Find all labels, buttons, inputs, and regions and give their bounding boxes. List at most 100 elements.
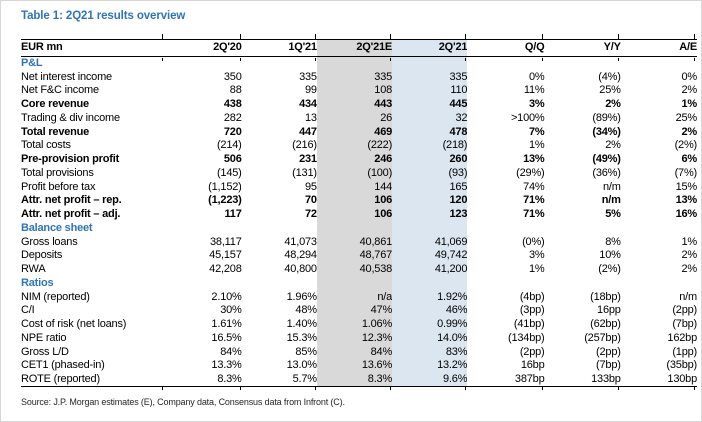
cell-value: 15.3%: [286, 331, 317, 344]
cell-value: (2pp): [672, 304, 697, 317]
cell-value: 72: [305, 208, 317, 221]
cell-value: 41,069: [392, 235, 468, 250]
table-row-net-f-c-income: Net F&C income 88 99 108 110 11% 25% 2%: [21, 84, 697, 98]
row-label: Total costs: [21, 139, 71, 152]
column-boundary-tick: [694, 57, 695, 61]
cell-value: (3pp): [519, 304, 545, 317]
results-table-container: EUR mn 2Q'20 1Q'21 2Q'21E 2Q'21 Q/Q Y/Y A/E P&L…: [21, 34, 698, 390]
column-header-y-y: Y/Y: [544, 39, 621, 57]
cell-value: (222): [316, 139, 393, 153]
column-boundary-tick: [694, 34, 695, 39]
column-boundary-tick: [315, 387, 316, 390]
column-boundary-tick: [162, 34, 163, 39]
table-row-net-interest-income: Net interest income 350 335 335 335 0% (4%) 0%: [21, 70, 697, 85]
cell-value: 84%: [316, 345, 393, 360]
cell-value: (62bp): [590, 318, 621, 331]
empty-cell: [163, 222, 241, 236]
cell-value: 3%: [529, 249, 545, 262]
cell-value: 71%: [523, 208, 545, 221]
cell-value: (18bp): [590, 290, 621, 303]
row-label: Gross L/D: [21, 345, 69, 358]
cell-value: 387bp: [467, 372, 545, 388]
section-label: P&L: [21, 57, 43, 69]
cell-value: (29%): [516, 166, 545, 179]
column-boundary-tick: [542, 57, 543, 61]
cell-value: (4%): [598, 70, 621, 83]
column-header-1q-21: 1Q'21: [241, 39, 317, 57]
cell-value: 88: [229, 84, 242, 97]
table-row-total-revenue: Total revenue 720 447 469 478 7% (34%) 2%: [21, 125, 697, 140]
row-label: C/I: [21, 304, 35, 317]
row-label: RWA: [21, 263, 46, 276]
empty-cell: [545, 57, 621, 71]
cell-value: 16bp: [520, 359, 545, 372]
cell-value: 1%: [529, 263, 545, 276]
row-label: Deposits: [21, 249, 63, 262]
row-label: Total provisions: [21, 166, 94, 179]
empty-cell: [467, 277, 544, 291]
cell-value: 438: [223, 98, 242, 111]
cell-value: 48,294: [284, 249, 317, 262]
cell-value: 1.06%: [316, 317, 393, 332]
cell-value: 8.3%: [163, 372, 242, 388]
column-boundary-tick: [240, 57, 241, 61]
cell-value: 133bp: [544, 372, 621, 388]
cell-value: 282: [223, 111, 242, 124]
cell-value: 447: [299, 125, 317, 138]
column-boundary-tick: [465, 34, 466, 39]
cell-value: n/m: [601, 194, 621, 207]
cell-value: 335: [299, 70, 317, 83]
cell-value: 2%: [605, 139, 621, 152]
cell-value: (7bp): [596, 359, 621, 372]
cell-value: 13: [305, 111, 317, 124]
cell-value: 108: [316, 84, 393, 98]
section-label: Balance sheet: [21, 221, 93, 234]
cell-value: 25%: [675, 111, 697, 124]
column-boundary-tick: [465, 387, 466, 390]
cell-value: (93): [392, 166, 468, 181]
empty-cell: [392, 221, 468, 236]
empty-cell: [621, 57, 697, 71]
empty-cell: [163, 277, 241, 291]
cell-value: (49%): [592, 153, 621, 166]
row-label: Attr. net profit – rep.: [21, 194, 122, 207]
row-label: CET1 (phased-in): [21, 359, 105, 372]
row-label: Attr. net profit – adj.: [21, 208, 121, 221]
cell-value: 49,742: [392, 249, 468, 263]
cell-value: 2%: [681, 84, 698, 97]
cell-value: 16.5%: [211, 331, 242, 344]
cell-value: 123: [392, 207, 468, 222]
row-label: Trading & div income: [21, 111, 120, 124]
cell-value: (145): [216, 166, 242, 179]
empty-cell: [316, 276, 393, 291]
column-boundary-tick: [390, 387, 391, 390]
cell-value: 13.2%: [392, 359, 468, 373]
cell-value: 7%: [529, 125, 545, 138]
cell-value: 445: [392, 97, 468, 112]
cell-value: 5%: [605, 208, 621, 221]
cell-value: 99: [305, 84, 317, 97]
table-row-npe-ratio: NPE ratio 16.5% 15.3% 12.3% 14.0% (134bp) (257…: [21, 331, 697, 346]
table-row-pre-provision-profit: Pre-provision profit 506 231 246 260 13% (49%)…: [21, 152, 697, 167]
column-boundary-tick: [390, 34, 391, 39]
cell-value: 144: [316, 180, 393, 195]
cell-value: 1%: [681, 235, 698, 248]
cell-value: 46%: [392, 304, 468, 318]
empty-cell: [545, 222, 621, 236]
cell-value: 8%: [605, 235, 621, 248]
empty-cell: [242, 222, 317, 236]
empty-cell: [316, 221, 393, 236]
section-label: Ratios: [21, 276, 54, 289]
column-boundary-tick: [240, 34, 241, 39]
cell-value: 95: [305, 180, 317, 193]
cell-value: (89%): [592, 111, 621, 124]
table-row-rote-reported: ROTE (reported) 8.3% 5.7% 8.3% 9.6% 387bp 133b…: [21, 372, 697, 388]
cell-value: (257bp): [584, 331, 621, 344]
cell-value: (2pp): [519, 345, 545, 358]
table-row-profit-before-tax: Profit before tax (1,152) 95 144 165 74% n/m 15…: [21, 180, 697, 195]
table-row-core-revenue: Core revenue 438 434 443 445 3% 2% 1%: [21, 97, 697, 112]
cell-value: (1,223): [208, 194, 242, 207]
cell-value: 110: [392, 84, 468, 98]
cell-value: 13.0%: [286, 359, 317, 372]
